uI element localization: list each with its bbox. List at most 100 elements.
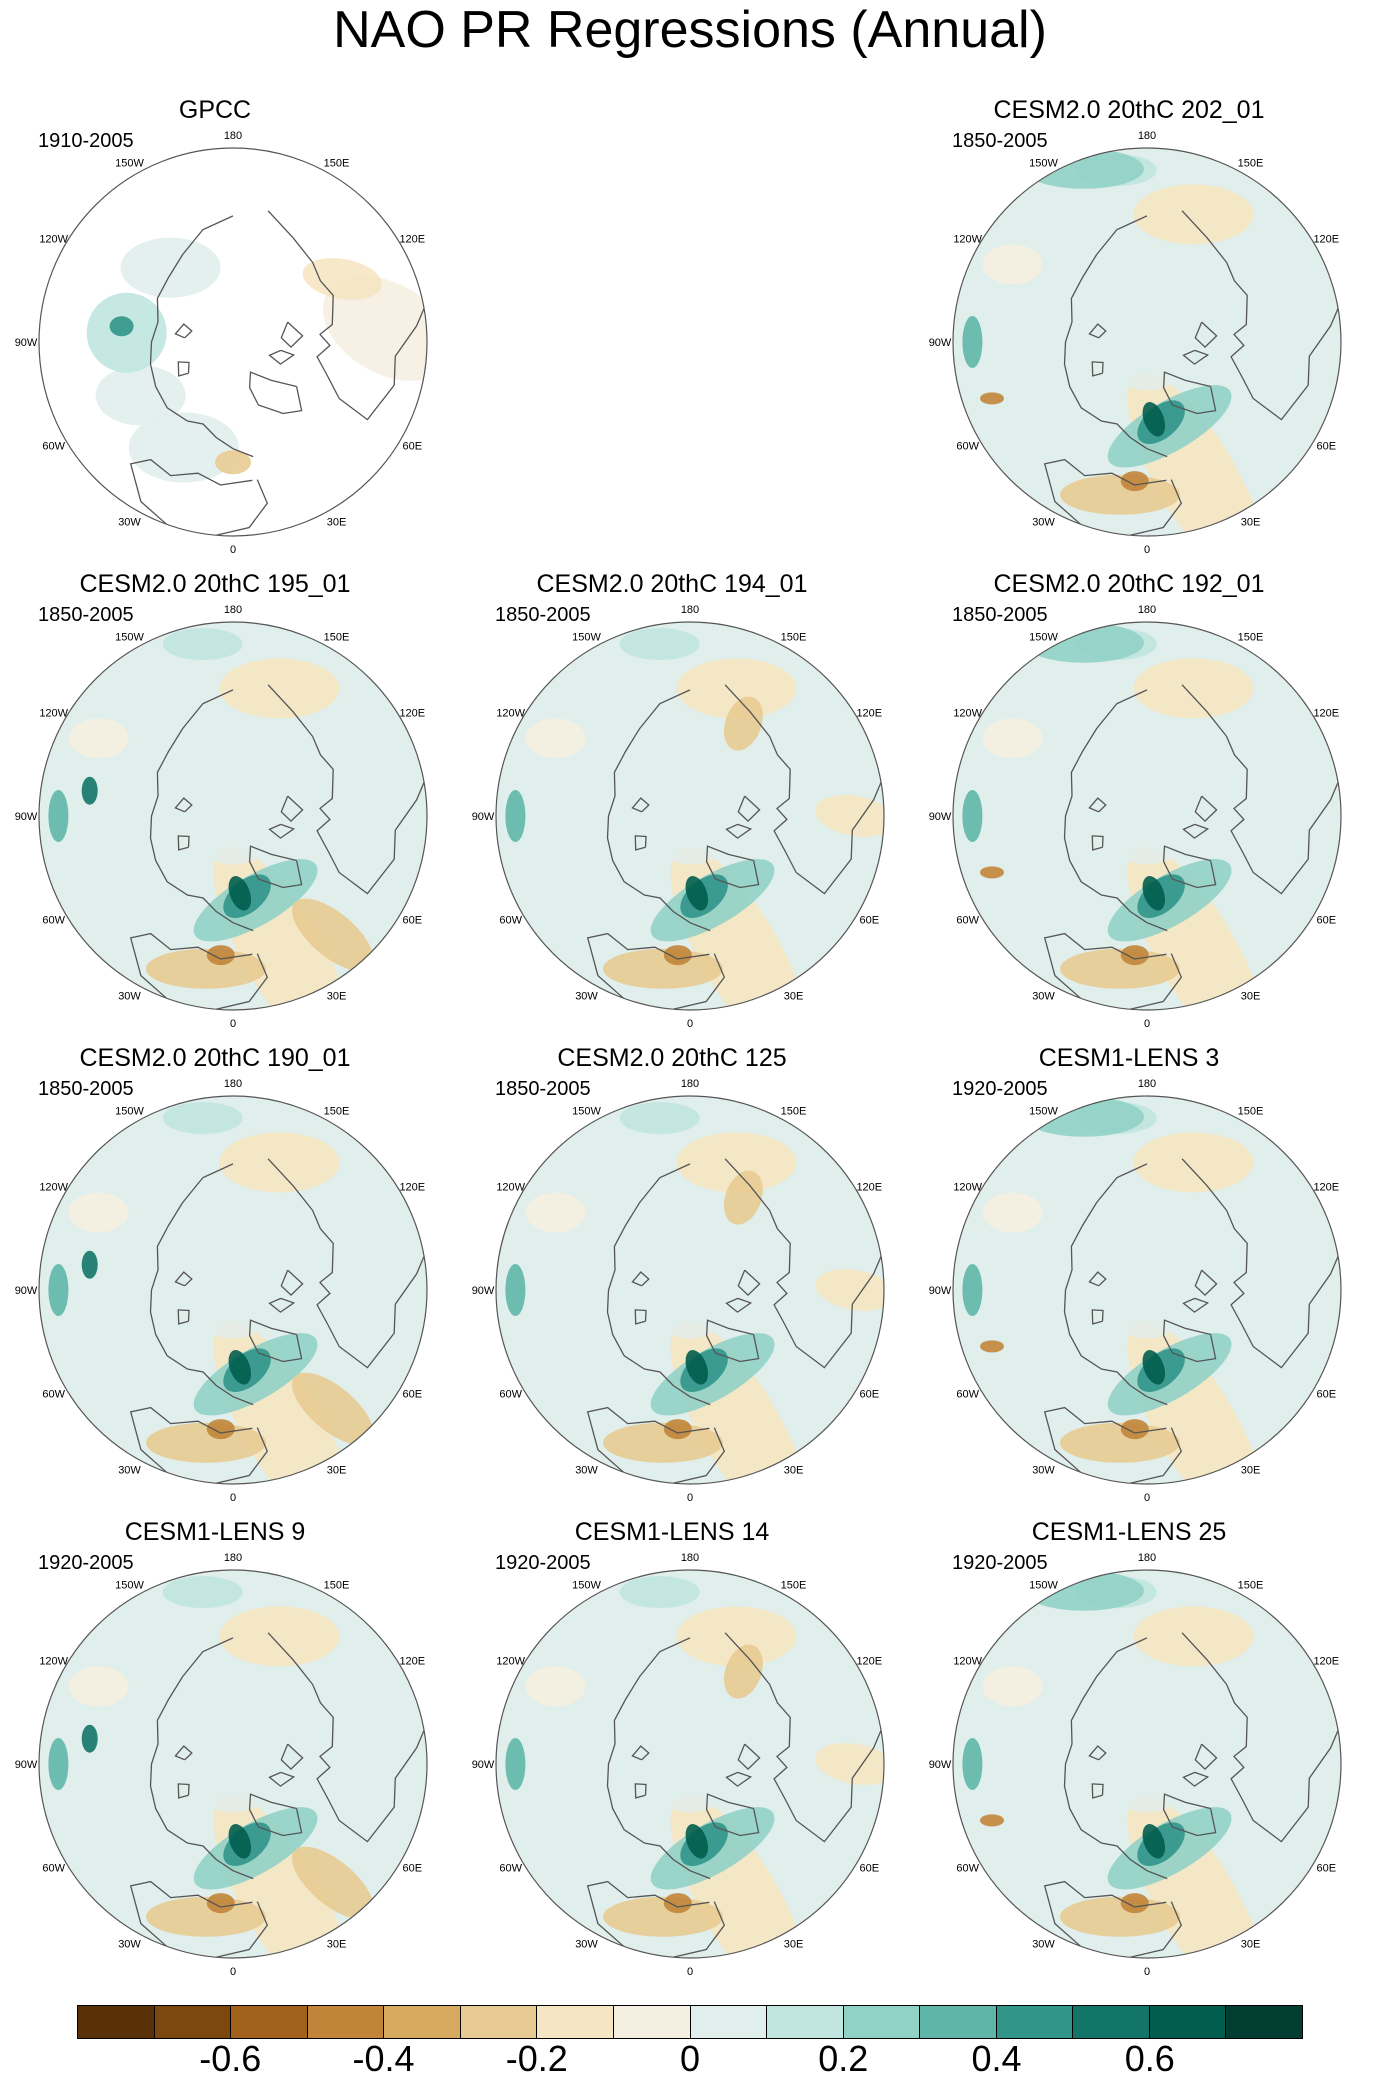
longitude-label: 60W [42,915,65,927]
longitude-label: 120W [39,1182,68,1194]
longitude-label: 180 [224,1552,242,1564]
longitude-label: 180 [224,604,242,616]
map-panel-cesm2-125: 180150E120E90E60E30E030W60W90W120W150WCE… [457,1043,887,1503]
panel-period: 1850-2005 [952,604,1048,626]
map-panel-cesm1-lens-14: 180150E120E90E60E30E030W60W90W120W150WCE… [457,1517,887,1977]
longitude-label: 60W [42,441,65,453]
coastlines [129,1158,425,1484]
colorbar-swatch [231,2006,308,2038]
longitude-label: 60E [403,1863,423,1875]
longitude-label: 180 [1138,130,1156,142]
colorbar-swatch [1226,2006,1302,2038]
panel-title: CESM1-LENS 25 [1031,1518,1227,1546]
map-panel-cesm2-194-01: 180150E120E90E60E30E030W60W90W120W150WCE… [457,569,887,1029]
map-boundary [495,1095,885,1485]
panel-title: CESM1-LENS 3 [1038,1044,1220,1072]
longitude-label: 150W [115,158,144,170]
longitude-label: 90W [15,1759,38,1771]
longitude-label: 90W [929,1285,952,1297]
panel-title: GPCC [178,96,252,124]
polar-map: 180150E120E90E60E30E030W60W90W120W150W [472,1078,885,1503]
longitude-label: 150W [115,1106,144,1118]
longitude-label: 180 [1138,604,1156,616]
colorbar-swatch [690,2006,768,2038]
longitude-label: 120E [1313,234,1339,246]
longitude-label: 30E [1241,1464,1261,1476]
longitude-label: 180 [224,130,242,142]
longitude-label: 30E [327,1938,347,1950]
map-panel-gpcc: 180150E120E90E60E30E030W60W90W120W150WGP… [0,95,430,555]
longitude-label: 60E [403,1389,423,1401]
coastlines [129,210,425,536]
longitude-label: 150E [1238,1106,1264,1118]
map-boundary [952,621,1342,1011]
coastlines [1043,684,1339,1010]
longitude-label: 60E [1317,1863,1337,1875]
panel-title: CESM1-LENS 14 [574,1518,770,1546]
longitude-label: 120W [496,1182,525,1194]
longitude-label: 120E [399,1182,425,1194]
longitude-label: 60W [42,1863,65,1875]
colorbar-label: 0.4 [971,2038,1022,2079]
longitude-label: 30W [575,990,598,1002]
longitude-label: 60W [956,1389,979,1401]
map-boundary [495,621,885,1011]
longitude-label: 90W [929,811,952,823]
longitude-label: 0 [1144,1492,1150,1503]
polar-map: 180150E120E90E60E30E030W60W90W120W150W [929,1078,1342,1503]
longitude-label: 30E [327,1464,347,1476]
longitude-label: 90W [472,811,495,823]
longitude-label: 0 [1144,1966,1150,1977]
longitude-label: 60E [1317,915,1337,927]
longitude-label: 120W [39,234,68,246]
longitude-label: 150W [1029,632,1058,644]
longitude-label: 60W [499,915,522,927]
polar-map: 180150E120E90E60E30E030W60W90W120W150W [929,130,1342,555]
longitude-label: 60E [860,915,880,927]
longitude-label: 180 [681,1078,699,1090]
longitude-label: 120W [953,1182,982,1194]
longitude-label: 150E [781,1580,807,1592]
colorbar-swatch [767,2006,844,2038]
colorbar-swatch [920,2006,997,2038]
longitude-label: 150W [1029,1106,1058,1118]
longitude-label: 90W [472,1285,495,1297]
map-panel-cesm1-lens-25: 180150E120E90E60E30E030W60W90W120W150W CE… [914,1517,1344,1977]
longitude-label: 30W [575,1938,598,1950]
longitude-label: 150W [572,632,601,644]
longitude-label: 90W [15,337,38,349]
panel-period: 1920-2005 [952,1078,1048,1100]
longitude-label: 120W [39,708,68,720]
longitude-label: 0 [687,1018,693,1029]
panel-title: CESM1-LENS 9 [124,1518,306,1546]
coastlines [586,1632,882,1958]
colorbar-swatch [384,2006,461,2038]
longitude-label: 0 [1144,544,1150,555]
polar-map: 180150E120E90E60E30E030W60W90W120W150W [929,1552,1342,1977]
polar-map: 180150E120E90E60E30E030W60W90W120W150W [15,604,428,1029]
longitude-label: 180 [1138,1078,1156,1090]
figure-title: NAO PR Regressions (Annual) [333,1,1047,59]
map-boundary [495,1569,885,1959]
longitude-label: 150E [781,1106,807,1118]
longitude-label: 150E [324,158,350,170]
map-panel-cesm2-190-01: 180150E120E90E60E30E030W60W90W120W150WCE… [0,1043,430,1503]
longitude-label: 30W [118,1464,141,1476]
longitude-label: 60W [956,441,979,453]
longitude-label: 120W [496,708,525,720]
colorbar-swatch [460,2006,538,2038]
coastlines [129,1632,425,1958]
panel-title: CESM2.0 20thC 125 [557,1044,787,1072]
coastlines [586,1158,882,1484]
colorbar-swatch [537,2006,614,2038]
polar-map: 180150E120E90E60E30E030W60W90W120W150W [472,1552,885,1977]
longitude-label: 120W [39,1656,68,1668]
map-boundary [38,147,428,537]
longitude-label: 30E [327,990,347,1002]
longitude-label: 30W [1032,990,1055,1002]
longitude-label: 150E [1238,632,1264,644]
panel-period: 1850-2005 [495,604,591,626]
longitude-label: 120E [856,1656,882,1668]
map-panel-cesm2-195-01: 180150E120E90E60E30E030W60W90W120W150WCE… [0,569,430,1029]
